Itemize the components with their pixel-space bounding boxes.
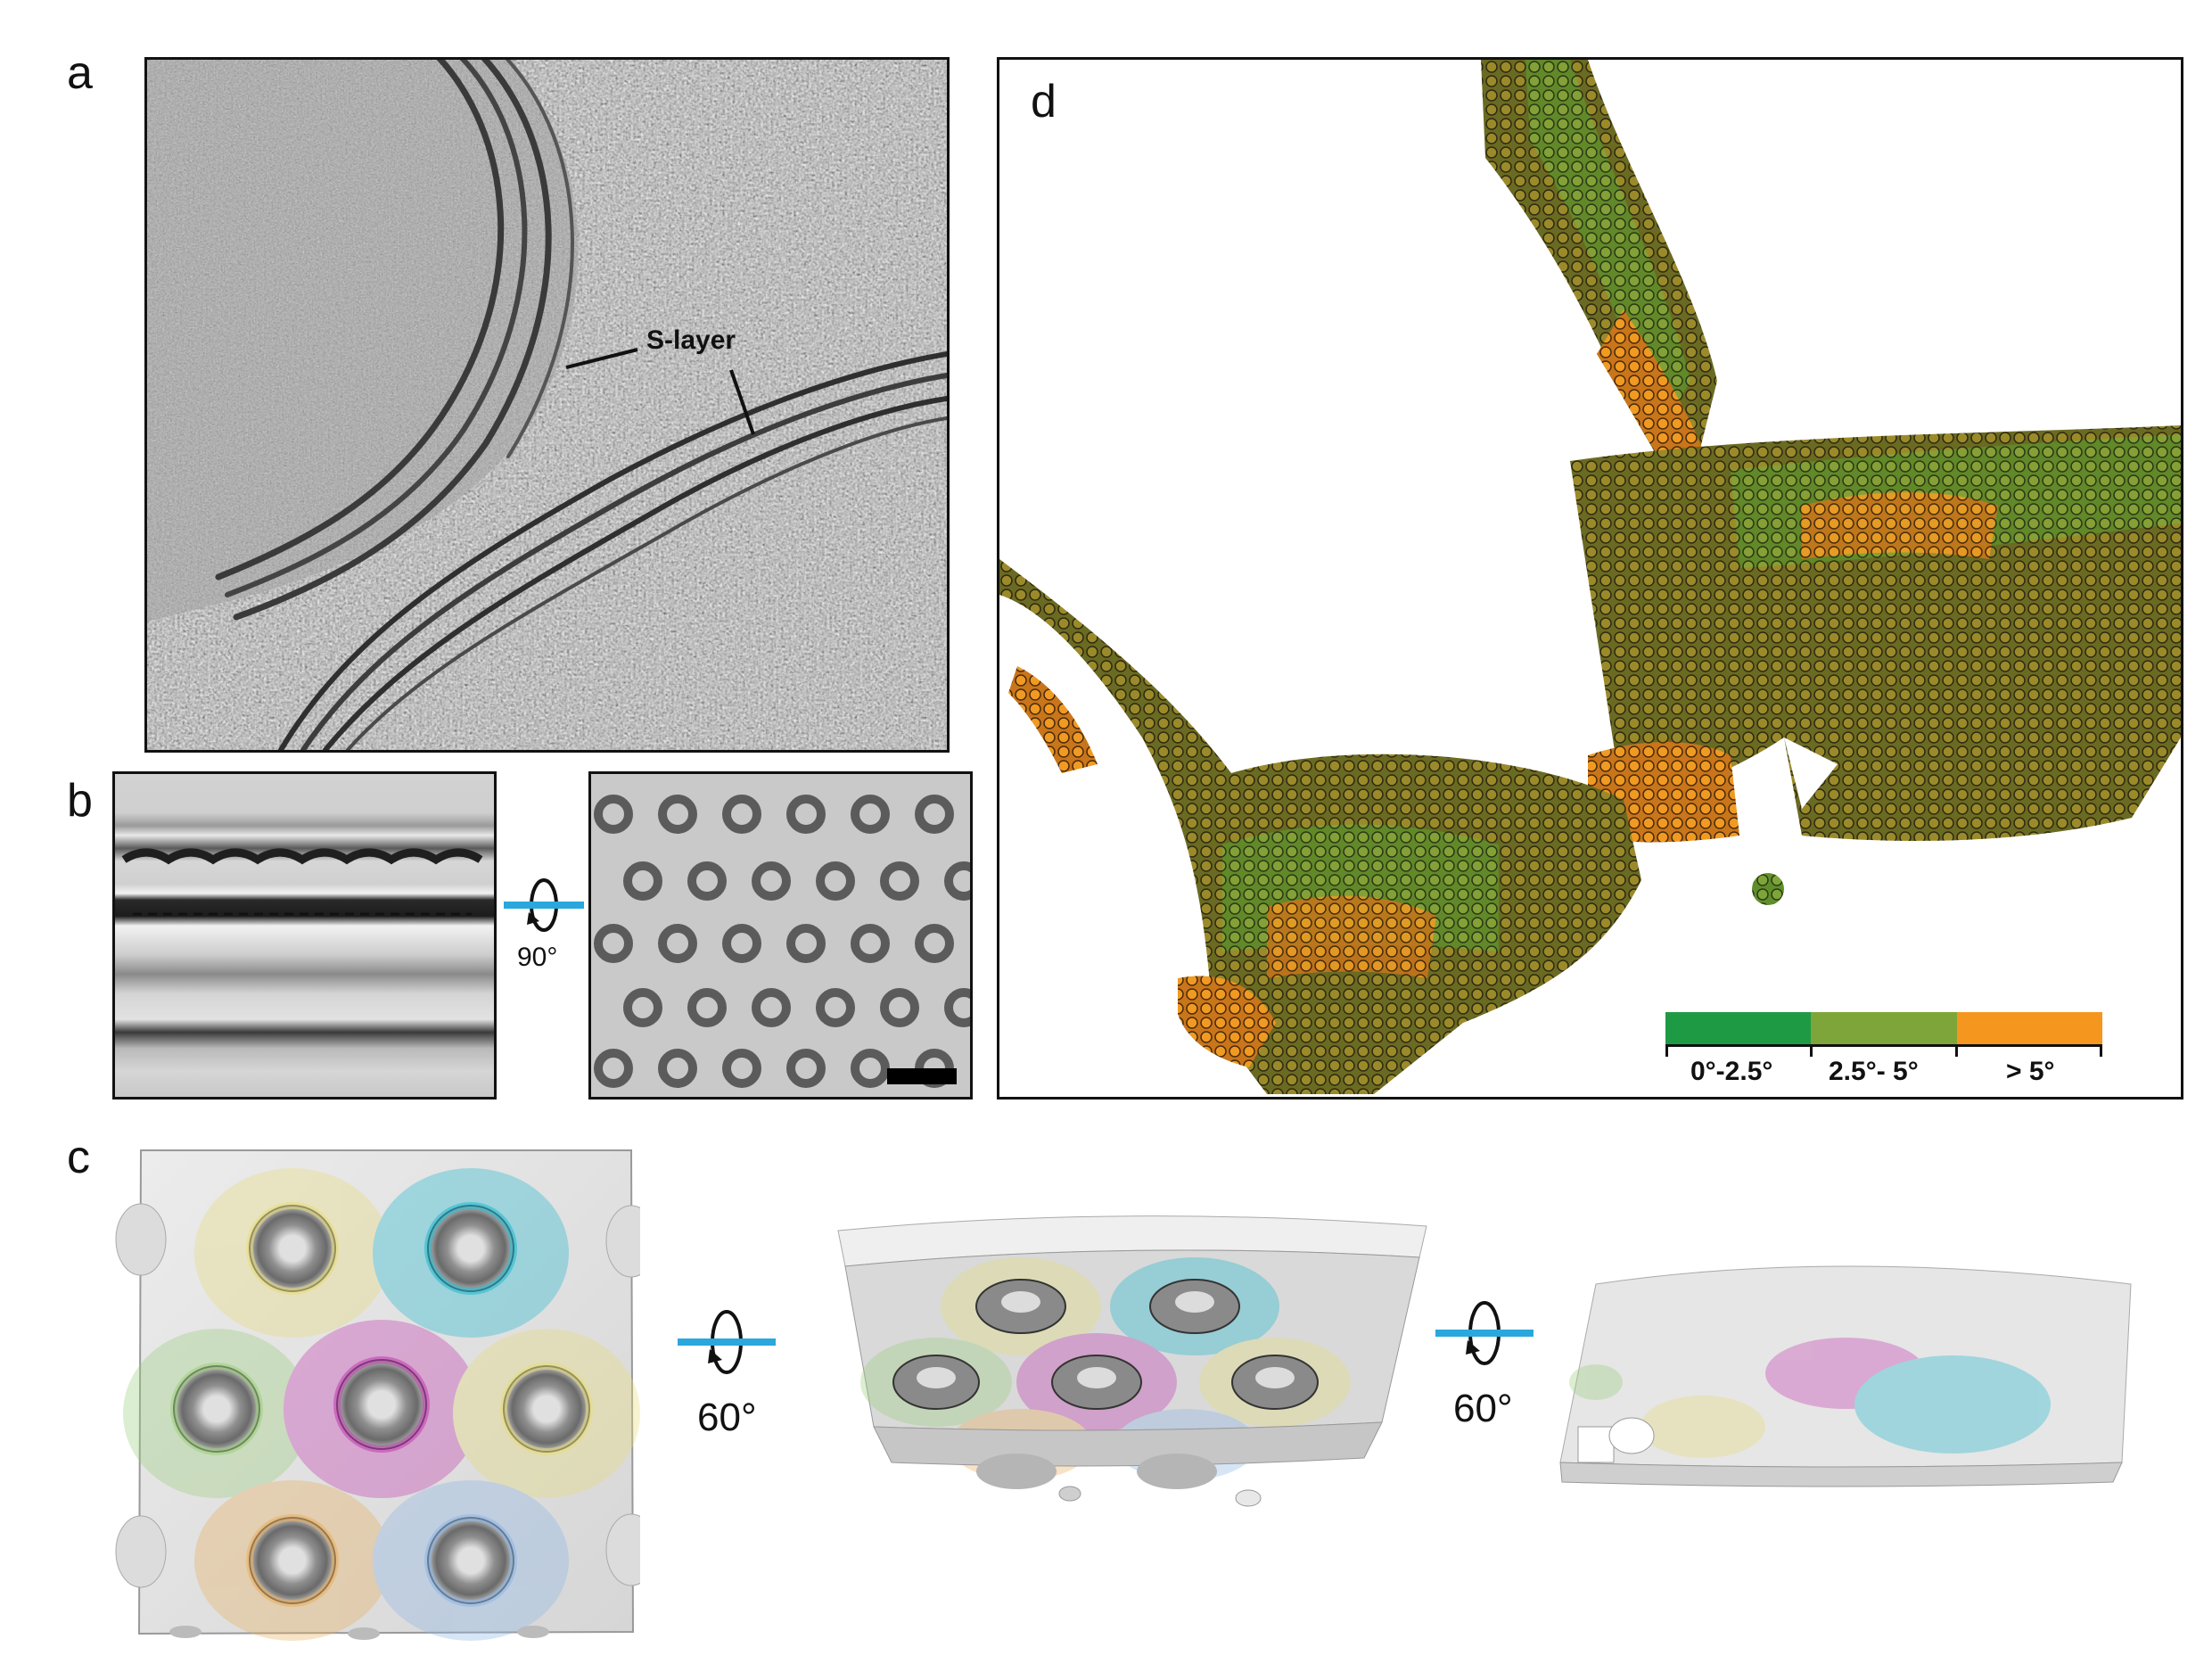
colorbar-label-2: 2.5°- 5°: [1829, 1057, 1919, 1086]
lattice-ring: [658, 795, 697, 834]
lattice-ring: [594, 795, 633, 834]
colorbar-label-3: > 5°: [2006, 1057, 2055, 1086]
rotate-60-icon-2: [1435, 1289, 1534, 1378]
lattice-ring: [752, 988, 791, 1027]
lattice-ring: [816, 861, 855, 901]
lattice-ring: [944, 988, 970, 1027]
rotate-60-icon-1: [678, 1297, 776, 1387]
panel-c-label: c: [67, 1132, 90, 1183]
lattice-ring: [851, 795, 890, 834]
orientation-colorbar: 0°-2.5° 2.5°- 5° > 5°: [1665, 1012, 2102, 1086]
colorbar-bin-2: [1811, 1012, 1957, 1044]
lattice-ring: [786, 924, 826, 963]
panel-c-top-view: [105, 1133, 640, 1645]
panel-b-side-view: [112, 771, 497, 1100]
c1-rings: [173, 1205, 590, 1604]
rotation-60-label-1: 60°: [697, 1396, 757, 1439]
lattice-ring: [722, 924, 761, 963]
rotation-60-label-2: 60°: [1453, 1387, 1513, 1430]
lattice-ring: [658, 924, 697, 963]
lattice-ring: [594, 924, 633, 963]
s-layer-annotation: S-layer: [646, 325, 736, 355]
curved-cell-envelope: [215, 60, 574, 621]
lattice-ring: [851, 1049, 890, 1088]
lattice-ring: [944, 861, 970, 901]
colorbar-bin-1: [1665, 1012, 1812, 1044]
lattice-ring: [594, 1049, 633, 1088]
lattice-ring: [687, 861, 727, 901]
lattice-ring: [915, 795, 954, 834]
rotate-90-icon: [504, 869, 584, 941]
lattice-ring: [851, 924, 890, 963]
s-layer-pointer-2: [729, 369, 755, 435]
colorbar-label-1: 0°-2.5°: [1690, 1057, 1773, 1086]
colorbar-bin-3: [1956, 1012, 2102, 1044]
lattice-ring: [722, 795, 761, 834]
lattice-ring: [623, 861, 662, 901]
lattice-ring: [623, 988, 662, 1027]
panel-c-tilted-view: [829, 1204, 1435, 1578]
lattice-ring: [915, 924, 954, 963]
panel-c-edge-view: [1542, 1248, 2158, 1543]
lattice-ring: [816, 988, 855, 1027]
s-layer-pointer-1: [565, 348, 638, 369]
panel-b-label: b: [67, 775, 93, 827]
lattice-ring: [786, 795, 826, 834]
lattice-ring: [752, 861, 791, 901]
lattice-ring: [687, 988, 727, 1027]
panel-d-orientation-map: 0°-2.5° 2.5°- 5° > 5°: [997, 57, 2183, 1100]
lattice-ring: [880, 861, 919, 901]
adjacent-cell-envelope: [278, 351, 947, 750]
lattice-ring: [658, 1049, 697, 1088]
lattice-ring: [722, 1049, 761, 1088]
rotation-90-label: 90°: [517, 943, 558, 972]
panel-d-label: d: [1031, 76, 1057, 128]
lattice-ring: [786, 1049, 826, 1088]
scale-bar: [887, 1068, 957, 1084]
panel-a-tomogram: S-layer: [144, 57, 950, 753]
panel-a-label: a: [67, 47, 93, 99]
lattice-ring: [880, 988, 919, 1027]
panel-b-top-view: [588, 771, 973, 1100]
